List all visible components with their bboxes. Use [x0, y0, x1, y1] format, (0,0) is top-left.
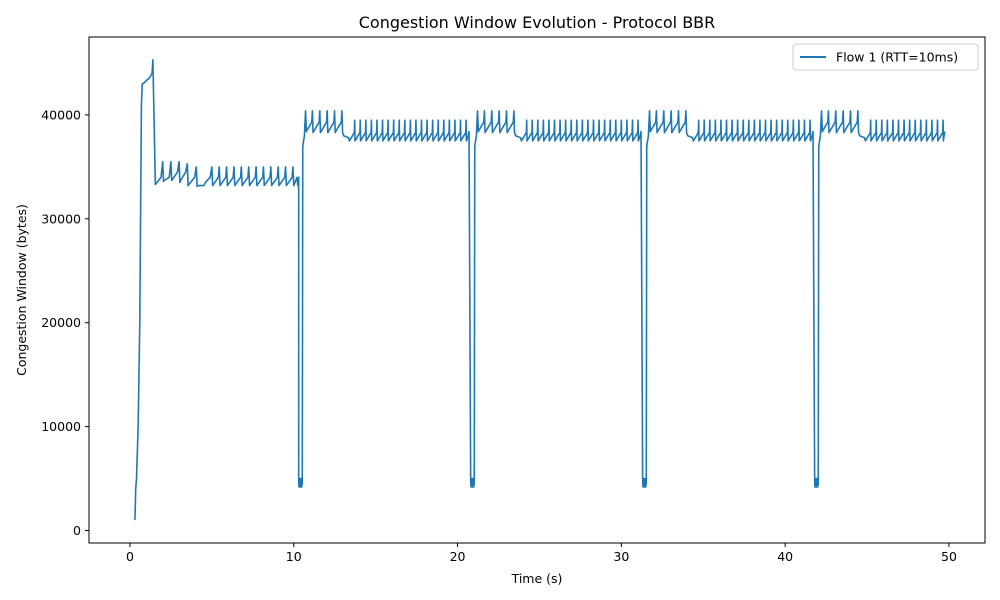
- x-ticks: 0 10 20 30 40 50: [126, 543, 957, 564]
- chart-title: Congestion Window Evolution - Protocol B…: [359, 13, 716, 32]
- x-tick-label: 30: [613, 549, 629, 564]
- y-tick-label: 0: [73, 523, 81, 538]
- legend: Flow 1 (RTT=10ms): [792, 43, 979, 71]
- axes-frame: [88, 36, 986, 544]
- x-tick-label: 20: [450, 549, 466, 564]
- x-tick-label: 50: [941, 549, 957, 564]
- y-tick-label: 10000: [41, 419, 81, 434]
- y-tick-label: 20000: [41, 315, 81, 330]
- plot-layer: [134, 59, 946, 521]
- x-axis-label: Time (s): [511, 571, 563, 586]
- series-line-flow-1: [134, 59, 946, 521]
- x-tick-label: 40: [777, 549, 793, 564]
- legend-label: Flow 1 (RTT=10ms): [836, 50, 958, 65]
- y-tick-label: 40000: [41, 107, 81, 122]
- y-axis-label: Congestion Window (bytes): [14, 204, 29, 376]
- legend-box: [792, 43, 979, 71]
- y-ticks: 0 10000 20000 30000 40000: [41, 107, 89, 538]
- y-tick-label: 30000: [41, 211, 81, 226]
- x-tick-label: 10: [286, 549, 302, 564]
- x-tick-label: 0: [126, 549, 134, 564]
